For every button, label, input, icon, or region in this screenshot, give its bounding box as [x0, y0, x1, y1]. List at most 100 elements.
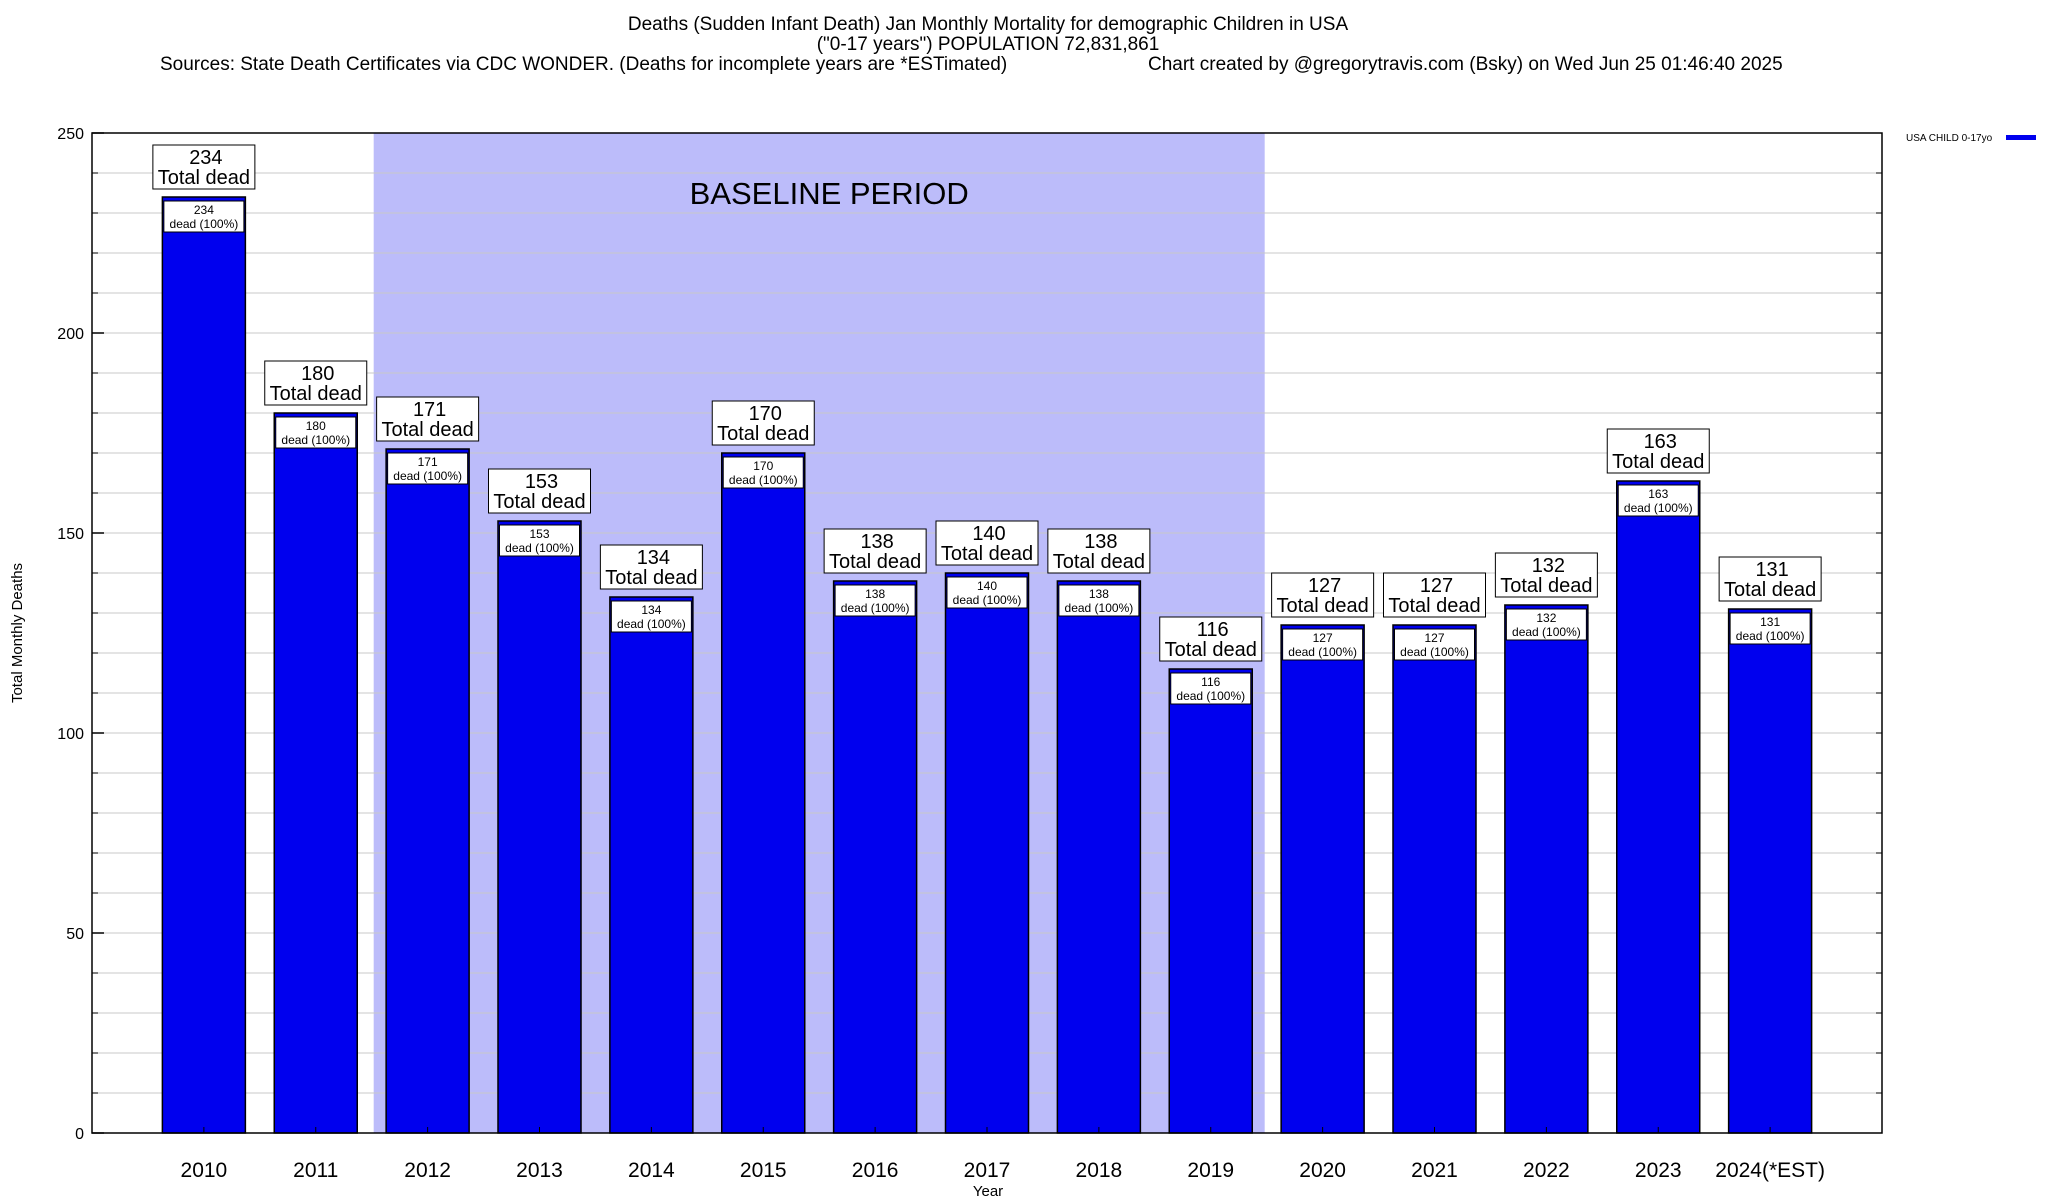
- inner-label-value: 134: [641, 603, 661, 617]
- legend-label: USA CHILD 0-17yo: [1906, 133, 1993, 144]
- x-tick-label: 2020: [1299, 1159, 1346, 1182]
- x-tick-label: 2023: [1635, 1159, 1682, 1182]
- inner-label-value: 153: [529, 527, 549, 541]
- inner-label-box: [1058, 584, 1140, 617]
- inner-label-value: 138: [1089, 587, 1109, 601]
- top-label-value: 134: [637, 547, 670, 569]
- top-label-text: Total dead: [1724, 579, 1816, 601]
- inner-label-text: dead (100%): [1176, 689, 1245, 703]
- inner-label-text: dead (100%): [1512, 625, 1581, 639]
- inner-label-box: [1617, 484, 1699, 517]
- x-tick-label: 2013: [516, 1159, 563, 1182]
- inner-label-box: [163, 200, 245, 233]
- top-label-value: 170: [749, 403, 782, 425]
- inner-label-text: dead (100%): [170, 217, 239, 231]
- top-label-box: [1606, 428, 1710, 474]
- top-label-value: 234: [189, 147, 222, 169]
- inner-label-text: dead (100%): [953, 593, 1022, 607]
- top-label-value: 138: [1084, 531, 1117, 553]
- inner-label-box: [1505, 608, 1587, 641]
- top-label-value: 127: [1308, 575, 1341, 597]
- inner-label-value: 127: [1424, 631, 1444, 645]
- top-label-text: Total dead: [1276, 595, 1368, 617]
- inner-label-text: dead (100%): [1288, 645, 1357, 659]
- top-label-text: Total dead: [1500, 575, 1592, 597]
- inner-label-value: 180: [306, 419, 326, 433]
- top-label-value: 116: [1197, 619, 1229, 641]
- top-label-value: 163: [1644, 431, 1677, 453]
- legend-swatch: [2006, 135, 2036, 140]
- top-label-value: 171: [413, 399, 446, 421]
- top-label-text: Total dead: [1388, 595, 1480, 617]
- inner-label-value: 127: [1313, 631, 1333, 645]
- top-label-text: Total dead: [829, 551, 921, 573]
- y-tick-label: 150: [57, 526, 84, 543]
- inner-label-text: dead (100%): [841, 601, 910, 615]
- bar-2023: [1616, 480, 1701, 1134]
- x-tick-label: 2011: [293, 1159, 338, 1182]
- inner-label-text: dead (100%): [505, 541, 574, 555]
- bar-2016: [832, 580, 918, 1134]
- inner-label-text: dead (100%): [617, 617, 686, 631]
- top-label-text: Total dead: [381, 419, 473, 441]
- top-label-text: Total dead: [270, 383, 362, 405]
- top-label-box: [152, 144, 256, 190]
- top-label-text: Total dead: [1612, 451, 1704, 473]
- y-tick-label: 50: [66, 926, 84, 943]
- top-label-box: [1718, 556, 1822, 602]
- top-label-text: Total dead: [717, 423, 809, 445]
- bar-2017: [944, 572, 1030, 1134]
- top-label-value: 140: [972, 523, 1005, 545]
- inner-label-text: dead (100%): [281, 433, 350, 447]
- inner-label-box: [834, 584, 916, 617]
- x-tick-label: 2012: [404, 1159, 451, 1182]
- x-tick-label: 2010: [181, 1159, 228, 1182]
- top-label-box: [935, 520, 1039, 566]
- inner-label-value: 138: [865, 587, 885, 601]
- bar-2010: [161, 196, 247, 1134]
- top-label-box: [1494, 552, 1598, 598]
- top-label-text: Total dead: [941, 543, 1033, 565]
- top-label-value: 153: [525, 471, 558, 493]
- x-tick-label: 2016: [852, 1159, 899, 1182]
- inner-label-text: dead (100%): [393, 469, 462, 483]
- y-axis-title: Total Monthly Deaths: [9, 563, 26, 703]
- x-tick-label: 2014: [628, 1159, 675, 1182]
- top-label-text: Total dead: [158, 167, 250, 189]
- baseline-period-label: BASELINE PERIOD: [690, 176, 969, 211]
- top-label-text: Total dead: [493, 491, 585, 513]
- top-label-text: Total dead: [1165, 639, 1257, 661]
- chart-sources: Sources: State Death Certificates via CD…: [160, 54, 1008, 75]
- x-tick-label: 2021: [1411, 1159, 1458, 1182]
- bar-2018: [1056, 580, 1142, 1134]
- top-label-value: 127: [1420, 575, 1453, 597]
- bar-2024(*EST): [1727, 608, 1813, 1134]
- bar-2013: [497, 520, 582, 1134]
- top-label-value: 180: [301, 363, 334, 385]
- x-tick-label: 2024(*EST): [1715, 1159, 1825, 1182]
- bar-2019: [1168, 668, 1253, 1134]
- inner-label-box: [499, 524, 580, 557]
- inner-label-value: 131: [1760, 615, 1780, 629]
- top-label-box: [823, 528, 927, 574]
- inner-label-box: [1170, 672, 1252, 705]
- inner-label-box: [1394, 628, 1475, 661]
- x-tick-label: 2022: [1523, 1159, 1570, 1182]
- y-tick-label: 200: [57, 326, 84, 343]
- inner-label-box: [946, 576, 1028, 609]
- top-label-box: [1047, 528, 1151, 574]
- x-tick-label: 2018: [1076, 1159, 1123, 1182]
- top-label-text: Total dead: [605, 567, 697, 589]
- inner-label-text: dead (100%): [1736, 629, 1805, 643]
- inner-label-box: [387, 452, 469, 485]
- bar-2015: [721, 452, 806, 1134]
- y-tick-label: 100: [57, 726, 84, 743]
- top-label-box: [1271, 572, 1375, 618]
- inner-label-value: 140: [977, 579, 997, 593]
- inner-label-text: dead (100%): [729, 473, 798, 487]
- inner-label-box: [610, 600, 692, 633]
- inner-label-value: 163: [1648, 487, 1668, 501]
- top-label-text: Total dead: [1053, 551, 1145, 573]
- inner-label-text: dead (100%): [1400, 645, 1469, 659]
